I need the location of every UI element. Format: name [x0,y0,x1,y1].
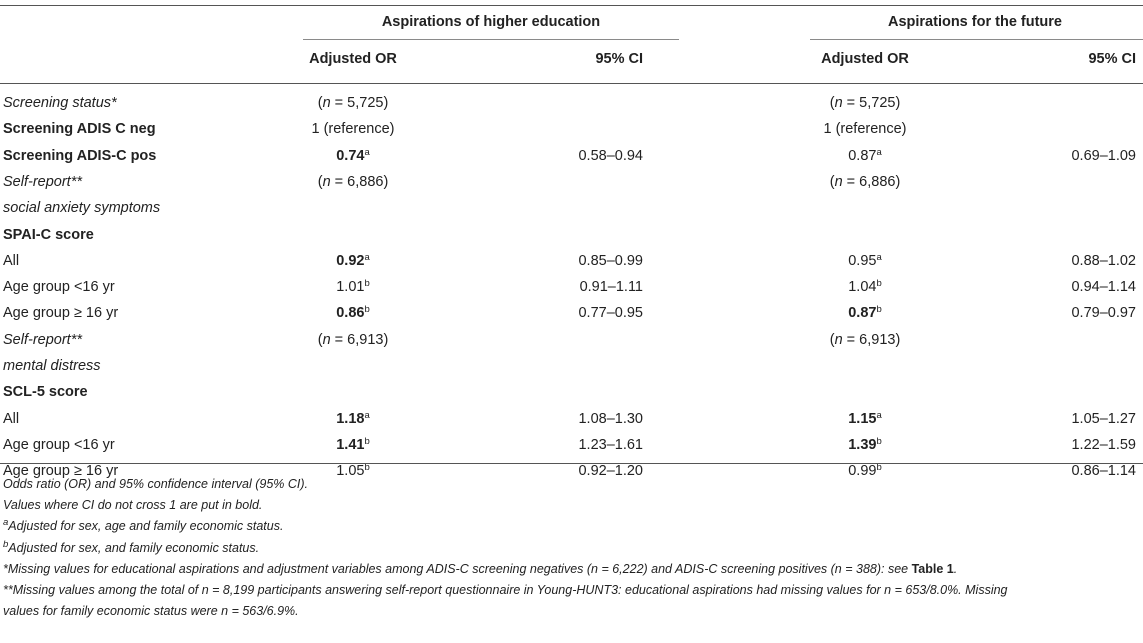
adjusted-or-future: 1.39b [848,436,882,453]
adjusted-or-higher-education: 0.86b [336,304,370,321]
row-label: Age group <16 yr [3,279,115,295]
adjusted-or-higher-education: (n = 6,913) [317,332,389,348]
row-label: social anxiety symptoms [3,200,161,216]
row-label: Age group ≥ 16 yr [3,305,119,321]
adjusted-or-future: 1.15a [848,410,882,427]
footnote-double-star-cont: values for family economic status were n… [3,604,299,618]
row-label: Age group <16 yr [3,437,115,453]
adjusted-or-higher-education: 1 (reference) [311,121,395,137]
adjusted-or-future: 0.87b [848,304,882,321]
row-label: Screening ADIS C neg [3,121,156,137]
adjusted-or-future: (n = 6,886) [829,174,901,190]
ci-future: 0.86–1.14 [1071,463,1136,479]
ci-higher-education: 1.08–1.30 [578,411,643,427]
ci-future: 0.79–0.97 [1071,305,1136,321]
adjusted-or-higher-education: 1.05b [336,462,370,479]
row-label: All [3,411,20,427]
adjusted-or-future: 0.99b [848,462,882,479]
ci-higher-education: 0.77–0.95 [578,305,643,321]
ci-future: 0.88–1.02 [1071,253,1136,269]
ci-future: 0.69–1.09 [1071,148,1136,164]
adjusted-or-future: 1.04b [848,278,882,295]
row-label: Age group ≥ 16 yr [3,463,119,479]
adjusted-or-higher-education: 0.92a [336,252,370,269]
group-header-higher-education: Aspirations of higher education [381,14,601,30]
row-label: SPAI-C score [3,227,94,243]
row-label: Screening ADIS-C pos [3,148,157,164]
ci-higher-education: 0.85–0.99 [578,253,643,269]
table-1-link[interactable]: Table 1 [911,562,954,576]
adjusted-or-higher-education: 0.74a [336,147,370,164]
ci-future: 0.94–1.14 [1071,279,1136,295]
row-label: SCL-5 score [3,384,88,400]
col-header-ci-2: 95% CI [1088,51,1136,67]
footnote-2: Values where CI do not cross 1 are put i… [3,498,263,512]
adjusted-or-future: (n = 5,725) [829,95,901,111]
ci-higher-education: 1.23–1.61 [578,437,643,453]
ci-higher-education: 0.91–1.11 [579,279,643,295]
col-header-ci-1: 95% CI [595,51,643,67]
row-label: Self-report** [3,332,82,348]
group-underline-future [810,39,1143,40]
adjusted-or-future: 1 (reference) [823,121,907,137]
adjusted-or-higher-education: 1.41b [336,436,370,453]
col-header-or-1: Adjusted OR [309,51,397,67]
ci-future: 1.22–1.59 [1071,437,1136,453]
adjusted-or-higher-education: (n = 5,725) [317,95,389,111]
header-bottom-rule [0,83,1143,84]
adjusted-or-higher-education: 1.01b [336,278,370,295]
group-header-future: Aspirations for the future [887,14,1062,30]
footnote-b: bAdjusted for sex, and family economic s… [3,539,260,555]
footnote-double-star: **Missing values among the total of n = … [3,583,1008,597]
ci-higher-education: 0.58–0.94 [578,148,643,164]
footnote-1: Odds ratio (OR) and 95% confidence inter… [3,477,308,491]
adjusted-or-higher-education: (n = 6,886) [317,174,389,190]
table-bottom-rule [0,463,1143,464]
row-label: All [3,253,20,269]
adjusted-or-future: (n = 6,913) [829,332,901,348]
group-underline-higher-education [303,39,679,40]
col-header-or-2: Adjusted OR [821,51,909,67]
row-label: Self-report** [3,174,82,190]
ci-higher-education: 0.92–1.20 [578,463,643,479]
adjusted-or-future: 0.87a [848,147,882,164]
row-label: mental distress [3,358,101,374]
table-top-rule [0,5,1143,6]
adjusted-or-future: 0.95a [848,252,882,269]
row-label: Screening status* [3,95,117,111]
footnote-star: *Missing values for educational aspirati… [3,562,958,576]
ci-future: 1.05–1.27 [1071,411,1136,427]
adjusted-or-higher-education: 1.18a [336,410,370,427]
footnote-a: aAdjusted for sex, age and family econom… [3,517,284,533]
